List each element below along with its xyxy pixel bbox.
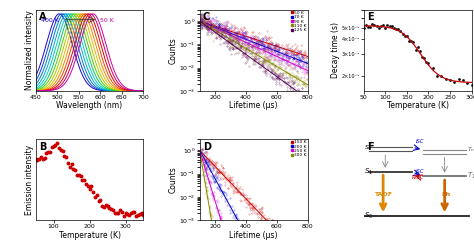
X-axis label: Lifetime (μs): Lifetime (μs) bbox=[229, 101, 278, 110]
Text: $T_n$: $T_n$ bbox=[467, 145, 474, 154]
Text: F: F bbox=[367, 142, 374, 152]
Text: ISC: ISC bbox=[416, 139, 424, 144]
Y-axis label: Emission intensity: Emission intensity bbox=[25, 144, 34, 215]
Text: $S_1$: $S_1$ bbox=[364, 166, 373, 177]
Text: E: E bbox=[367, 12, 374, 22]
Text: B: B bbox=[39, 142, 46, 152]
Text: RISC: RISC bbox=[412, 175, 424, 180]
Text: A: A bbox=[39, 12, 46, 22]
Y-axis label: Counts: Counts bbox=[169, 37, 178, 64]
Legend: 150 K, 200 K, 250 K, 300 K: 150 K, 200 K, 250 K, 300 K bbox=[292, 140, 307, 157]
X-axis label: Temperature (K): Temperature (K) bbox=[387, 101, 449, 110]
Y-axis label: Normalized intensity: Normalized intensity bbox=[25, 10, 34, 90]
Text: ISC: ISC bbox=[416, 169, 424, 174]
X-axis label: Temperature (K): Temperature (K) bbox=[58, 230, 120, 239]
Y-axis label: Counts: Counts bbox=[169, 166, 178, 193]
Text: $T_1$: $T_1$ bbox=[467, 171, 474, 181]
Text: C: C bbox=[203, 12, 210, 22]
Text: 400 K: 400 K bbox=[41, 18, 59, 23]
Text: 50 K: 50 K bbox=[100, 18, 114, 23]
X-axis label: Wavelength (nm): Wavelength (nm) bbox=[56, 101, 123, 110]
Text: $S_0$: $S_0$ bbox=[364, 211, 373, 221]
Legend: 50 K, 70 K, 90 K, 110 K, 125 K: 50 K, 70 K, 90 K, 110 K, 125 K bbox=[292, 11, 307, 32]
X-axis label: Lifetime (μs): Lifetime (μs) bbox=[229, 230, 278, 239]
Text: Ph: Ph bbox=[441, 192, 450, 197]
Text: $S_n$: $S_n$ bbox=[364, 143, 372, 152]
Y-axis label: Decay time (s): Decay time (s) bbox=[331, 22, 340, 78]
Text: TADF: TADF bbox=[374, 192, 392, 197]
Text: D: D bbox=[203, 142, 211, 152]
